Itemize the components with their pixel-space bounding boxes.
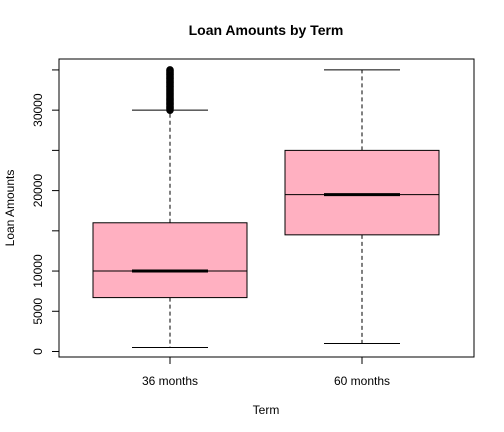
outlier-point [166, 66, 174, 74]
iqr-box [284, 149, 440, 236]
y-tick-label: 0 [31, 348, 45, 355]
box-2 [284, 69, 440, 344]
y-axis-label: Loan Amounts [3, 170, 17, 247]
x-tick-label: 60 months [334, 374, 390, 388]
iqr-box [92, 222, 248, 299]
y-tick-label: 5000 [31, 298, 45, 325]
y-tick-label: 30000 [31, 93, 45, 127]
chart-title: Loan Amounts by Term [189, 22, 344, 38]
y-axis: 0 5000 10000 20000 30000 [31, 69, 60, 355]
x-axis: 36 months 60 months [142, 356, 390, 388]
box-1 [92, 66, 248, 348]
x-tick-label: 36 months [142, 374, 198, 388]
boxes-layer [92, 66, 440, 348]
y-tick-label: 10000 [31, 254, 45, 288]
x-axis-label: Term [253, 403, 280, 417]
y-tick-label: 20000 [31, 174, 45, 208]
